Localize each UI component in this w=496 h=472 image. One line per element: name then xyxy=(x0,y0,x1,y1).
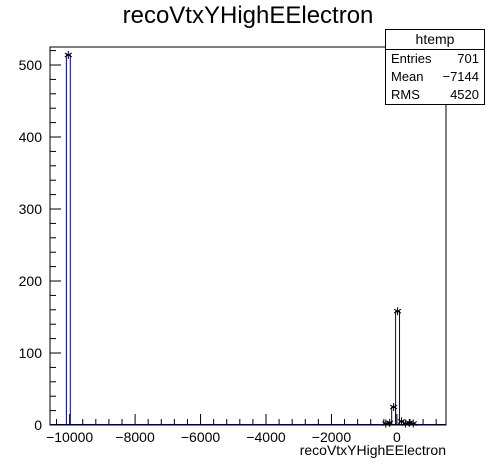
stats-value-rms: 4520 xyxy=(450,87,479,102)
y-tick-label: 400 xyxy=(19,129,43,145)
y-tick-label: 100 xyxy=(19,345,43,361)
axes-layer: −10000 −8000 −6000 −4000 −2000 0 0 100 200 300 400… xyxy=(19,46,447,458)
x-axis-label: recoVtxYHighEElectron xyxy=(300,442,446,458)
y-tick-label: 0 xyxy=(34,417,42,433)
data-point-marker xyxy=(64,50,73,59)
stats-row-entries: Entries 701 xyxy=(386,50,484,68)
x-tick-label: −2000 xyxy=(312,429,352,445)
y-tick-label: 300 xyxy=(19,201,43,217)
y-tick-label: 200 xyxy=(19,273,43,289)
data-point-marker xyxy=(393,307,402,316)
markers-layer xyxy=(64,50,418,428)
stats-row-rms: RMS 4520 xyxy=(386,86,484,104)
chart-title: recoVtxYHighEElectron xyxy=(122,2,374,29)
stats-value-mean: −7144 xyxy=(442,69,479,84)
data-point-marker xyxy=(389,403,398,411)
x-tick-label: 0 xyxy=(393,429,401,445)
bars-layer xyxy=(50,54,446,426)
data-point-marker xyxy=(385,418,394,427)
stats-key-entries: Entries xyxy=(391,51,432,66)
stats-value-entries: 701 xyxy=(457,51,479,66)
stats-key-rms: RMS xyxy=(391,87,420,102)
x-tick-label: −6000 xyxy=(181,429,221,445)
y-tick-label: 500 xyxy=(19,57,43,73)
x-tick-label: −8000 xyxy=(115,429,155,445)
x-tick-label: −4000 xyxy=(246,429,286,445)
stats-row-mean: Mean −7144 xyxy=(386,68,484,86)
histogram-bar xyxy=(65,54,71,426)
stats-key-mean: Mean xyxy=(391,69,424,84)
plot-frame xyxy=(49,46,447,426)
stats-name: htemp xyxy=(386,30,484,50)
x-tick-label: −10000 xyxy=(46,429,93,445)
stats-box: htemp Entries 701 Mean −7144 RMS 4520 xyxy=(385,29,485,105)
